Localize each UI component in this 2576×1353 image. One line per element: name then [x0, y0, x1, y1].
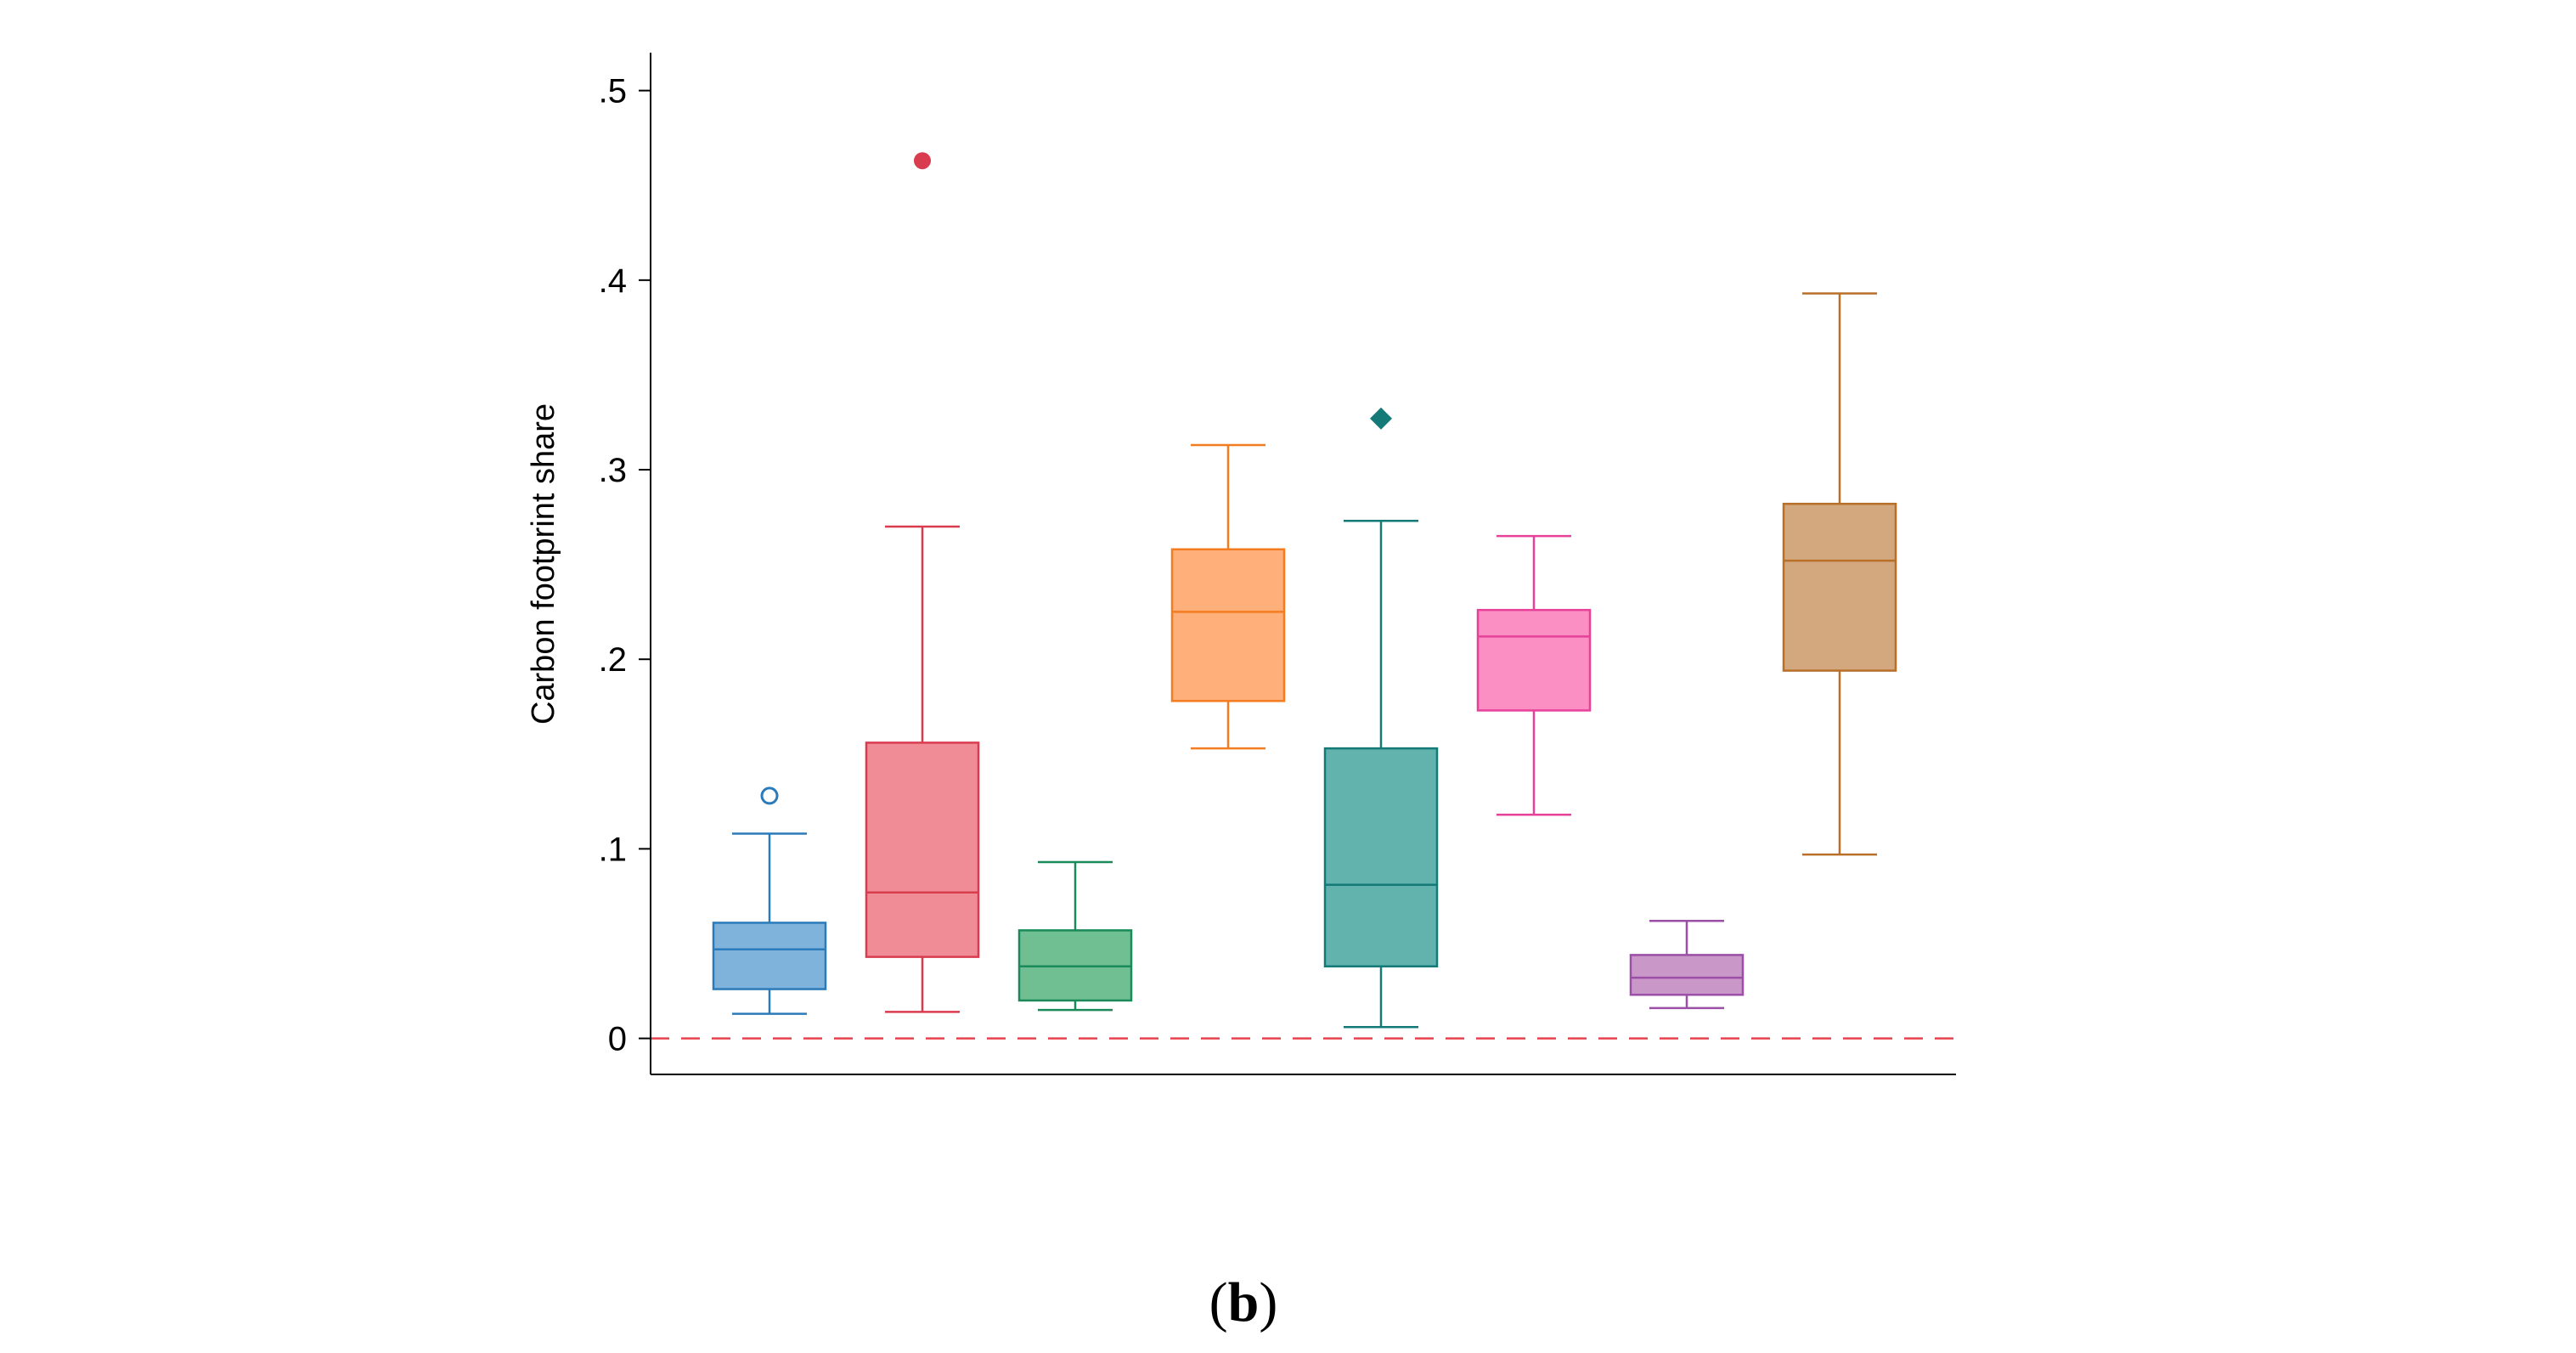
y-ticks-layer: 0 .1 .2 .3 .4 .5	[599, 73, 651, 1058]
box-group-6	[1476, 534, 1592, 816]
iqr-box	[865, 741, 980, 958]
caption-open-paren: (	[1209, 1271, 1228, 1333]
y-tick-label: .1	[599, 831, 627, 868]
boxes-layer	[712, 152, 1897, 1029]
iqr-box	[712, 922, 827, 990]
figure-caption: (b)	[1209, 1271, 1278, 1333]
caption-close-paren: )	[1259, 1271, 1277, 1333]
box-group-4	[1170, 443, 1286, 750]
iqr-box	[1323, 747, 1439, 968]
outlier-point	[914, 152, 931, 170]
iqr-box	[1476, 608, 1592, 712]
iqr-box	[1782, 502, 1897, 672]
box-group-7	[1629, 919, 1745, 1010]
y-axis-title: Carbon footprint share	[526, 403, 561, 724]
outlier-point	[1370, 407, 1392, 430]
box-group-8	[1782, 292, 1897, 856]
box-group-5	[1323, 407, 1439, 1029]
y-tick-label: 0	[608, 1021, 627, 1058]
y-tick-label: .3	[599, 452, 627, 489]
box-group-3	[1017, 860, 1133, 1012]
outlier-point	[760, 786, 779, 805]
caption-letter: b	[1228, 1271, 1260, 1333]
iqr-box	[1629, 954, 1745, 996]
iqr-box	[1170, 548, 1286, 702]
y-tick-label: .5	[599, 73, 627, 110]
box-group-2	[865, 152, 980, 1013]
y-tick-label: .4	[599, 262, 627, 300]
y-tick-label: .2	[599, 641, 627, 679]
box-group-1	[712, 786, 827, 1015]
